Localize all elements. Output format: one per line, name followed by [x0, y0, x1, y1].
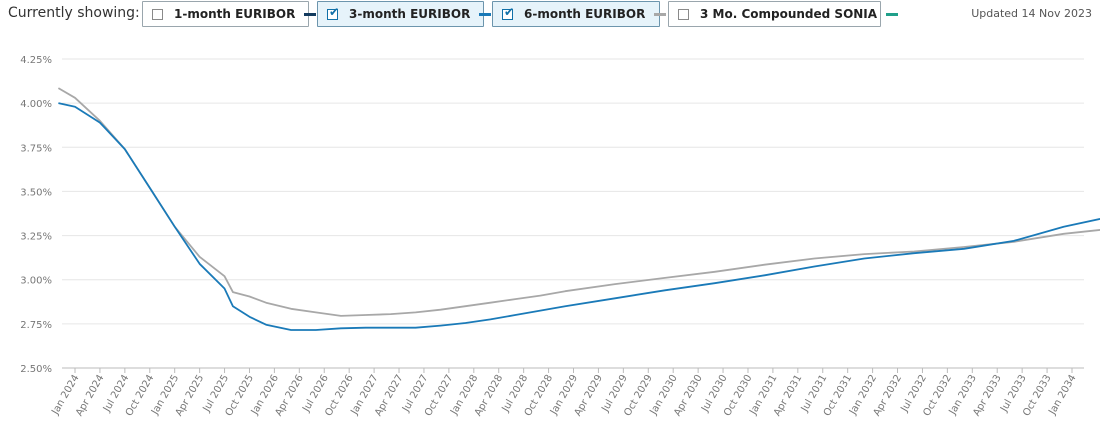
- y-tick-label: 4.00%: [20, 99, 52, 110]
- y-tick-label: 3.00%: [20, 276, 52, 287]
- toggle-label: 3 Mo. Compounded SONIA: [700, 7, 878, 21]
- series-color-swatch: [304, 12, 317, 16]
- toggle-3m-compounded-sonia[interactable]: 3 Mo. Compounded SONIA: [668, 1, 899, 27]
- toggle-3m-euribor[interactable]: ✔ 3-month EURIBOR: [317, 1, 492, 27]
- y-tick-label: 3.75%: [20, 143, 52, 154]
- currently-showing-label: Currently showing:: [8, 5, 140, 21]
- y-tick-label: 2.50%: [20, 364, 52, 375]
- checkbox[interactable]: ✔: [502, 4, 515, 20]
- toggle-label: 6-month EURIBOR: [524, 7, 646, 21]
- toggle-6m-euribor[interactable]: ✔ 6-month EURIBOR: [492, 1, 667, 27]
- checkbox[interactable]: [152, 8, 163, 20]
- checkbox[interactable]: ✔: [327, 4, 340, 20]
- series-color-swatch: [886, 12, 899, 16]
- y-tick-label: 3.50%: [20, 187, 52, 198]
- toggle-label: 3-month EURIBOR: [349, 7, 471, 21]
- toggle-label: 1-month EURIBOR: [174, 7, 296, 21]
- toggle-1m-euribor[interactable]: 1-month EURIBOR: [142, 1, 317, 27]
- series-line-3-month-euribor: [58, 102, 1100, 331]
- y-tick-label: 2.75%: [20, 320, 52, 331]
- series-color-swatch: [479, 12, 492, 16]
- updated-date: Updated 14 Nov 2023: [971, 7, 1092, 20]
- checkbox[interactable]: [678, 8, 689, 20]
- checkmark-icon: ✔: [504, 4, 515, 19]
- y-tick-label: 3.25%: [20, 232, 52, 243]
- series-line-6-month-euribor: [57, 87, 1100, 317]
- y-tick-label: 4.25%: [20, 55, 52, 66]
- series-color-swatch: [654, 12, 667, 16]
- checkmark-icon: ✔: [329, 4, 340, 19]
